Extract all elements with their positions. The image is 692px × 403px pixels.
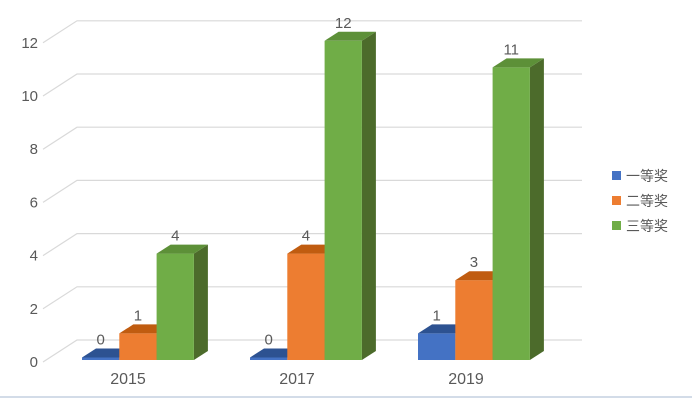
bar-value-label: 1 — [134, 307, 142, 324]
chart-legend: 一等奖 二等奖 三等奖 — [612, 165, 668, 236]
legend-swatch-first-prize — [612, 171, 621, 180]
x-axis-category-label: 2019 — [448, 371, 484, 388]
y-axis-tick-label: 0 — [30, 354, 38, 371]
legend-swatch-second-prize — [612, 196, 621, 205]
bar — [455, 280, 493, 360]
bar-side-face — [529, 58, 544, 361]
bar-value-label: 12 — [335, 15, 352, 32]
gridline — [42, 179, 582, 203]
bar-value-label: 1 — [432, 307, 440, 324]
bar — [418, 333, 456, 360]
x-axis-category-label: 2015 — [110, 371, 146, 388]
y-axis-tick-label: 12 — [21, 35, 38, 52]
bar-side-face — [193, 244, 208, 360]
bar-value-label: 0 — [264, 332, 272, 349]
legend-label-third-prize: 三等奖 — [626, 217, 668, 234]
legend-item-third-prize: 三等奖 — [612, 215, 668, 236]
bar-top-face — [156, 244, 208, 254]
legend-label-second-prize: 二等奖 — [626, 192, 668, 209]
legend-item-first-prize: 一等奖 — [612, 165, 668, 186]
gridline — [42, 73, 582, 97]
bar-group-2015: 0 1 4 — [82, 228, 208, 360]
gridline — [42, 126, 582, 150]
y-axis-tick-label: 4 — [30, 248, 38, 265]
y-axis-tick-labels: 0 2 4 6 8 10 12 — [21, 35, 38, 371]
y-axis-tick-label: 2 — [30, 301, 38, 318]
legend-swatch-third-prize — [612, 221, 621, 230]
gridline — [42, 233, 582, 257]
gridline — [42, 20, 582, 44]
bar — [287, 253, 325, 360]
bar-top-face — [492, 58, 544, 68]
bar-group-2017: 0 4 12 — [250, 15, 376, 361]
gridlines — [42, 20, 582, 363]
x-axis-category-label: 2017 — [279, 371, 315, 388]
legend-label-first-prize: 一等奖 — [626, 167, 668, 184]
y-axis-tick-label: 6 — [30, 194, 38, 211]
legend-item-second-prize: 二等奖 — [612, 190, 668, 211]
bar — [324, 40, 362, 361]
bar-value-label: 4 — [302, 228, 310, 245]
bar-value-label: 0 — [96, 332, 104, 349]
bar-group-2019: 1 3 11 — [418, 41, 544, 361]
y-axis-tick-label: 8 — [30, 141, 38, 158]
bar-value-label: 11 — [503, 41, 519, 58]
bar-top-face — [324, 31, 376, 41]
bar — [119, 333, 157, 360]
bar — [492, 67, 530, 361]
bar — [156, 253, 194, 360]
bar-side-face — [361, 31, 376, 361]
bar — [82, 357, 120, 360]
bar-value-label: 4 — [171, 228, 179, 245]
gridline — [42, 286, 582, 310]
gridline — [42, 339, 582, 363]
x-axis-category-labels: 2015 2017 2019 — [110, 371, 484, 388]
bar-value-label: 3 — [470, 254, 478, 271]
bar — [250, 357, 288, 360]
bottom-divider — [0, 396, 692, 398]
y-axis-tick-label: 10 — [21, 88, 38, 105]
